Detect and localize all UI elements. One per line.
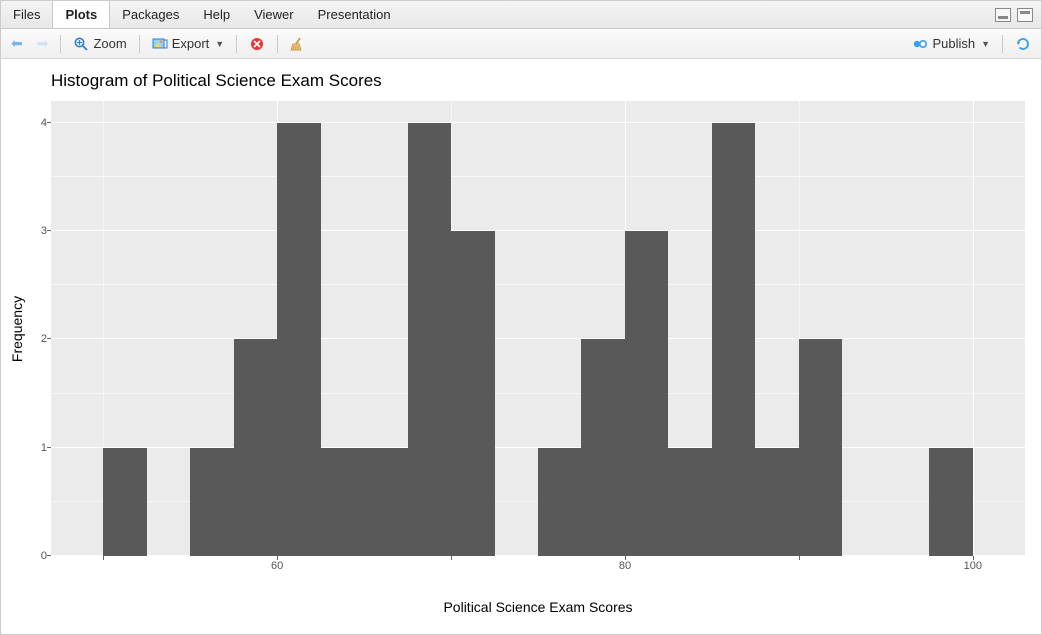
plot-panel: 012346080100 (51, 101, 1025, 556)
refresh-plot-button[interactable] (1011, 34, 1035, 54)
y-tick-label: 4 (35, 117, 47, 129)
minimize-pane-icon[interactable] (995, 8, 1011, 22)
chevron-down-icon: ▼ (215, 39, 224, 49)
export-button[interactable]: Export ▼ (148, 34, 229, 54)
x-tick-label: 100 (964, 560, 982, 572)
close-circle-icon (249, 36, 265, 52)
export-icon (152, 36, 168, 52)
y-tick-label: 0 (35, 550, 47, 562)
histogram-bar (929, 448, 972, 556)
x-tick-label: 60 (271, 560, 283, 572)
histogram-bar (277, 123, 320, 556)
histogram-bar (755, 448, 798, 556)
histogram-bar (581, 339, 624, 556)
publish-button[interactable]: Publish ▼ (908, 34, 994, 54)
plot-title: Histogram of Political Science Exam Scor… (51, 71, 382, 91)
publish-icon (912, 36, 928, 52)
publish-label: Publish (932, 36, 975, 51)
tab-help[interactable]: Help (191, 1, 242, 28)
broom-icon (290, 36, 306, 52)
y-axis-label: Frequency (9, 295, 25, 361)
plot-prev-button[interactable]: ⬅ (7, 33, 27, 54)
x-tick-label: 80 (619, 560, 631, 572)
zoom-label: Zoom (93, 36, 126, 51)
x-axis-label: Political Science Exam Scores (443, 599, 632, 615)
histogram-bar (538, 448, 581, 556)
zoom-icon (73, 36, 89, 52)
refresh-icon (1015, 36, 1031, 52)
maximize-pane-icon[interactable] (1017, 8, 1033, 22)
histogram-bar (451, 231, 494, 556)
pane-tabs: FilesPlotsPackagesHelpViewerPresentation (1, 1, 403, 28)
histogram-bar (625, 231, 668, 556)
export-label: Export (172, 36, 210, 51)
chevron-down-icon: ▼ (981, 39, 990, 49)
histogram-bar (712, 123, 755, 556)
plot-area: Histogram of Political Science Exam Scor… (1, 59, 1041, 634)
y-tick-label: 1 (35, 442, 47, 454)
window-controls (995, 8, 1041, 22)
tab-files[interactable]: Files (1, 1, 52, 28)
histogram-bar (408, 123, 451, 556)
tab-presentation[interactable]: Presentation (306, 1, 403, 28)
histogram-bar (234, 339, 277, 556)
plot-next-button[interactable]: ➡ (33, 33, 53, 54)
y-tick-label: 2 (35, 333, 47, 345)
clear-all-plots-button[interactable] (286, 34, 310, 54)
histogram-bar (103, 448, 146, 556)
pane-tabbar: FilesPlotsPackagesHelpViewerPresentation (1, 1, 1041, 29)
remove-plot-button[interactable] (245, 34, 269, 54)
y-tick-label: 3 (35, 225, 47, 237)
histogram-bar (799, 339, 842, 556)
histogram-bar (668, 448, 711, 556)
histogram-bar (190, 448, 233, 556)
tab-viewer[interactable]: Viewer (242, 1, 306, 28)
histogram-bar (364, 448, 407, 556)
histogram-bar (321, 448, 364, 556)
zoom-button[interactable]: Zoom (69, 34, 130, 54)
tab-packages[interactable]: Packages (110, 1, 191, 28)
tab-plots[interactable]: Plots (52, 1, 110, 28)
plots-toolbar: ⬅ ➡ Zoom Export ▼ (1, 29, 1041, 59)
